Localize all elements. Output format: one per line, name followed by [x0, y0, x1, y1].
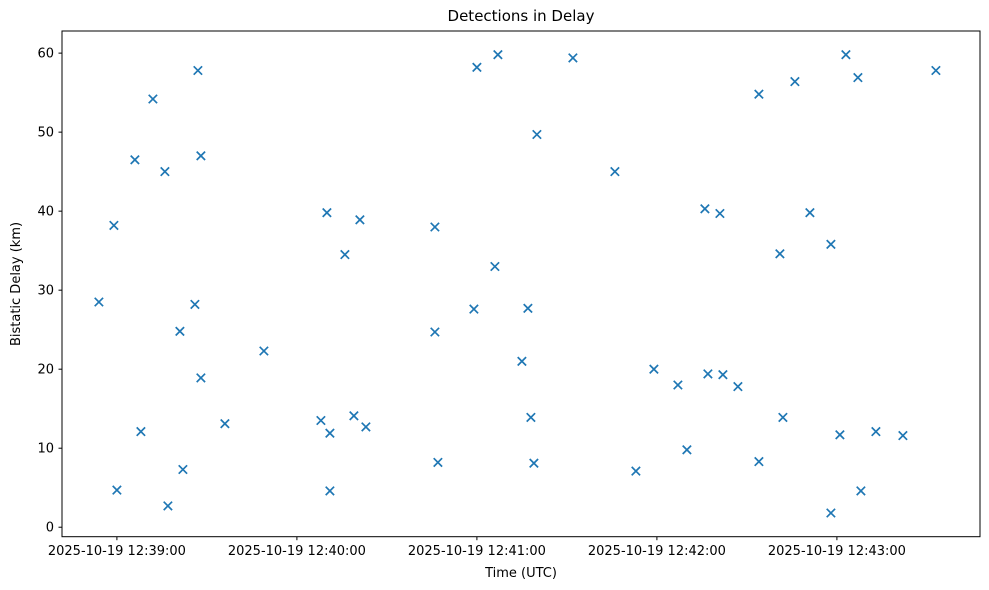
data-point-marker — [826, 239, 836, 250]
data-point-marker — [610, 166, 620, 177]
data-point-marker — [193, 65, 203, 76]
data-point-marker — [790, 76, 800, 87]
data-point-marker — [673, 380, 683, 390]
data-point-marker — [703, 369, 713, 379]
data-point-marker — [532, 129, 542, 140]
data-point-marker — [112, 485, 122, 495]
data-point-marker — [856, 486, 866, 496]
data-point-marker — [469, 304, 479, 314]
data-point-marker — [841, 49, 851, 60]
data-point-marker — [109, 220, 119, 231]
plot-area — [61, 30, 981, 538]
data-point-marker — [490, 261, 500, 272]
data-point-marker — [322, 207, 332, 218]
data-point-marker — [178, 464, 188, 475]
data-point-marker — [259, 346, 269, 356]
y-tick-label: 30 — [37, 284, 54, 299]
data-point-marker — [148, 94, 158, 104]
data-point-marker — [316, 415, 326, 426]
data-point-marker — [325, 428, 335, 439]
data-point-marker — [517, 356, 527, 367]
data-point-marker — [136, 426, 146, 437]
y-tick-label: 0 — [46, 521, 54, 536]
data-point-marker — [718, 369, 728, 380]
x-tick-label: 2025-10-19 12:40:00 — [228, 544, 366, 559]
x-axis-ticks: 2025-10-19 12:39:00 2025-10-19 12:40:00 20… — [48, 536, 906, 559]
y-tick-label: 20 — [37, 363, 54, 378]
data-point-marker — [805, 207, 815, 218]
data-point-marker — [361, 422, 371, 432]
y-axis-ticks: 0 10 20 30 40 50 60 — [37, 47, 62, 536]
y-tick-label: 10 — [37, 442, 54, 457]
data-point-marker — [430, 222, 440, 232]
x-tick-label: 2025-10-19 12:42:00 — [588, 544, 726, 559]
data-point-marker — [733, 381, 743, 392]
data-point-marker — [523, 303, 533, 314]
y-tick-label: 60 — [37, 47, 54, 62]
x-tick-label: 2025-10-19 12:43:00 — [768, 544, 906, 559]
data-point-marker — [835, 429, 845, 440]
data-point-marker — [190, 299, 200, 310]
data-point-marker — [754, 456, 764, 467]
data-point-markers — [94, 49, 941, 518]
data-point-marker — [196, 373, 206, 383]
data-point-marker — [631, 466, 641, 476]
data-point-marker — [778, 412, 788, 423]
data-point-marker — [160, 166, 170, 177]
data-point-marker — [472, 62, 482, 73]
data-point-marker — [649, 364, 659, 375]
x-tick-label: 2025-10-19 12:39:00 — [48, 544, 186, 559]
data-point-marker — [775, 248, 785, 259]
data-point-marker — [529, 458, 539, 469]
data-point-marker — [220, 418, 230, 429]
data-point-marker — [340, 249, 350, 260]
data-point-marker — [130, 154, 140, 165]
data-point-marker — [682, 444, 692, 455]
data-point-marker — [94, 297, 104, 307]
data-point-marker — [871, 426, 881, 437]
data-point-marker — [715, 208, 725, 219]
data-point-marker — [163, 501, 173, 511]
data-point-marker — [196, 150, 206, 161]
data-point-marker — [355, 214, 365, 225]
data-point-marker — [754, 89, 764, 100]
data-point-marker — [826, 508, 836, 518]
x-axis-label: Time (UTC) — [484, 566, 557, 581]
data-point-marker — [898, 430, 908, 441]
chart-title: Detections in Delay — [448, 7, 595, 25]
data-point-marker — [175, 326, 185, 337]
data-point-marker — [931, 65, 941, 76]
data-point-marker — [853, 72, 863, 83]
y-tick-label: 50 — [37, 126, 54, 141]
y-tick-label: 40 — [37, 205, 54, 220]
y-axis-label: Bistatic Delay (km) — [9, 222, 24, 346]
data-point-marker — [568, 53, 578, 63]
x-tick-label: 2025-10-19 12:41:00 — [408, 544, 546, 559]
data-point-marker — [325, 486, 335, 496]
data-point-marker — [700, 203, 710, 214]
data-point-marker — [493, 49, 503, 60]
data-point-marker — [430, 327, 440, 337]
data-point-marker — [349, 410, 359, 421]
data-point-marker — [433, 457, 443, 468]
data-point-marker — [526, 412, 536, 423]
